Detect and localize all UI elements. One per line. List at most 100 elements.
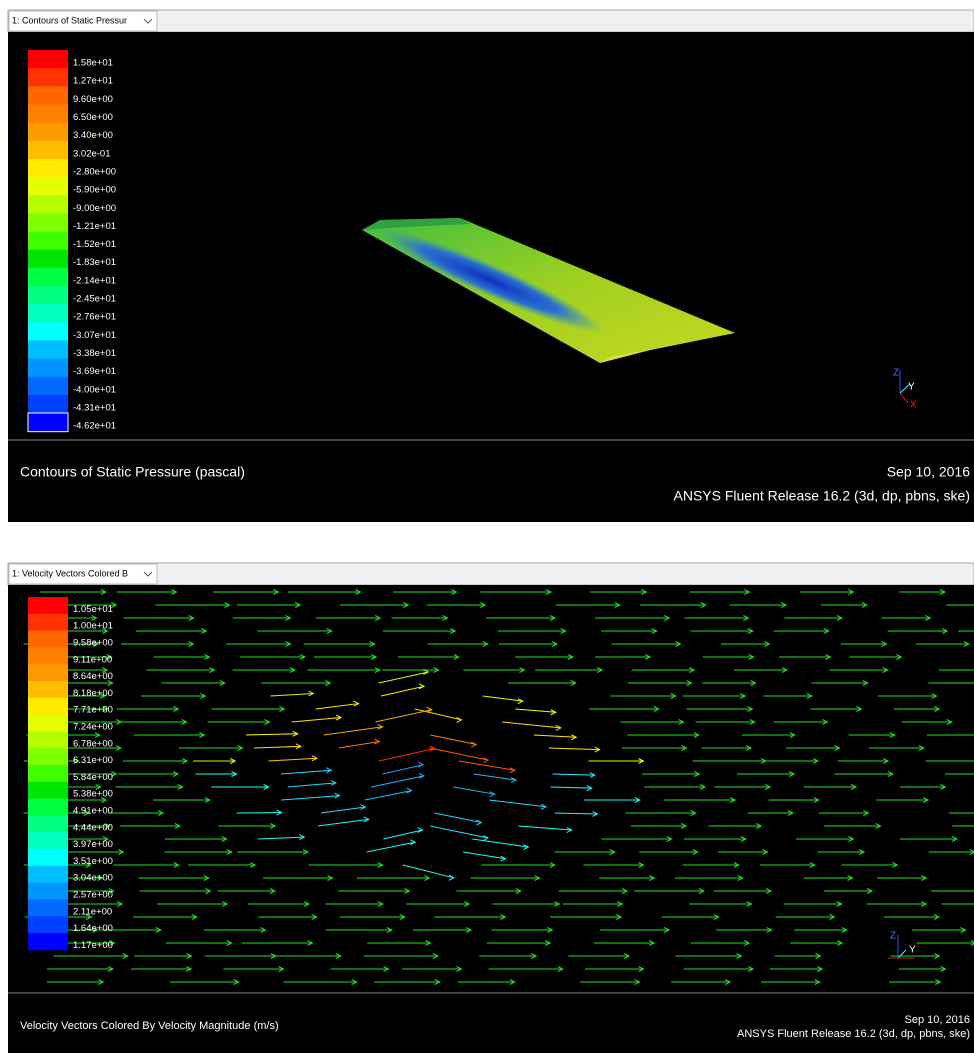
legend-swatch (28, 916, 68, 933)
axis-label: Y (908, 382, 915, 393)
legend-swatch (28, 377, 68, 396)
legend-label: -2.14e+01 (73, 275, 116, 286)
legend-swatch (28, 413, 68, 432)
legend-swatch (28, 765, 68, 782)
legend-swatch (28, 141, 68, 160)
legend-swatch (28, 899, 68, 916)
legend-label: -3.69e+01 (73, 366, 116, 377)
legend-swatch (28, 715, 68, 732)
axis-label: X (910, 400, 917, 411)
legend-swatch (28, 647, 68, 664)
legend-label: 6.50e+00 (73, 112, 113, 123)
legend-label: 9.58e+00 (73, 638, 113, 649)
axis-label: Z (890, 931, 896, 942)
legend-swatch (28, 322, 68, 341)
legend-label: -2.80e+00 (73, 166, 116, 177)
legend-label: -4.00e+01 (73, 384, 116, 395)
legend-swatch (28, 849, 68, 866)
footer-release: ANSYS Fluent Release 16.2 (3d, dp, pbns,… (737, 1028, 970, 1040)
tab-title: 1: Contours of Static Pressur (12, 15, 127, 25)
legend-label: 3.40e+00 (73, 130, 113, 141)
legend-label: 4.44e+00 (73, 822, 113, 833)
legend-swatch (28, 213, 68, 232)
legend-label: 4.91e+00 (73, 806, 113, 817)
legend-label: 9.60e+00 (73, 94, 113, 105)
legend-swatch (28, 123, 68, 142)
legend-label: 5.38e+00 (73, 789, 113, 800)
legend-label: 6.78e+00 (73, 738, 113, 749)
legend-label: 8.18e+00 (73, 688, 113, 699)
legend-swatch (28, 664, 68, 681)
legend-label: -3.38e+01 (73, 348, 116, 359)
legend-label: -2.45e+01 (73, 294, 116, 305)
legend-label: 1.27e+01 (73, 76, 113, 87)
legend-swatch (28, 883, 68, 900)
viewport (8, 585, 974, 1053)
legend-swatch (28, 159, 68, 178)
screen: 1: Contours of Static Pressur 1.58e+01 1.… (0, 0, 974, 1053)
legend-swatch (28, 614, 68, 631)
legend-label: -5.90e+00 (73, 185, 116, 196)
legend-label: 7.24e+00 (73, 722, 113, 733)
axis-label: Z (893, 368, 899, 379)
legend-label: 7.71e+00 (73, 705, 113, 716)
legend-label: -3.07e+01 (73, 330, 116, 341)
legend-swatch (28, 286, 68, 305)
legend-label: 1.17e+00 (73, 940, 113, 951)
page: 1: Contours of Static Pressur 1.58e+01 1.… (0, 0, 974, 1053)
legend-swatch (28, 50, 68, 69)
legend-label: 3.51e+00 (73, 856, 113, 867)
legend-label: -9.00e+00 (73, 203, 116, 214)
legend-label: 3.02e-01 (73, 148, 111, 159)
legend-swatch (28, 68, 68, 87)
axis-label: Y (909, 945, 916, 956)
legend-swatch (28, 597, 68, 614)
legend-swatch (28, 799, 68, 816)
legend-label: 2.57e+00 (73, 890, 113, 901)
legend-swatch (28, 748, 68, 765)
legend-swatch (28, 304, 68, 323)
legend-swatch (28, 631, 68, 648)
legend-swatch (28, 104, 68, 123)
legend-swatch (28, 250, 68, 269)
legend-label: 3.04e+00 (73, 873, 113, 884)
tab-title: 1: Velocity Vectors Colored B (12, 568, 128, 578)
legend-swatch (28, 782, 68, 799)
window-vectors: 1: Velocity Vectors Colored B 1.05e+01 1.… (8, 563, 974, 1053)
legend-swatch (28, 933, 68, 950)
legend-swatch (28, 86, 68, 105)
legend-swatch (28, 340, 68, 359)
legend-label: -4.31e+01 (73, 402, 116, 413)
legend-label: 1.00e+01 (73, 621, 113, 632)
legend-label: -1.52e+01 (73, 239, 116, 250)
legend-swatch (28, 395, 68, 414)
legend-label: 1.64e+00 (73, 923, 113, 934)
footer-title: Velocity Vectors Colored By Velocity Mag… (20, 1020, 279, 1032)
legend-swatch (28, 359, 68, 378)
legend-label: 8.64e+00 (73, 671, 113, 682)
legend-label: -4.62e+01 (73, 421, 116, 432)
footer-date: Sep 10, 2016 (905, 1014, 970, 1026)
legend-swatch (28, 681, 68, 698)
legend-label: 5.84e+00 (73, 772, 113, 783)
legend-label: 6.31e+00 (73, 755, 113, 766)
legend-swatch (28, 177, 68, 196)
legend-swatch (28, 731, 68, 748)
footer-title: Contours of Static Pressure (pascal) (20, 464, 245, 480)
legend-label: -1.21e+01 (73, 221, 116, 232)
legend-swatch (28, 195, 68, 214)
legend-swatch (28, 232, 68, 251)
legend-swatch (28, 815, 68, 832)
legend-label: 3.97e+00 (73, 839, 113, 850)
legend-label: 2.11e+00 (73, 906, 112, 917)
window-contours: 1: Contours of Static Pressur 1.58e+01 1.… (8, 10, 974, 522)
legend-swatch (28, 698, 68, 715)
legend-label: 1.58e+01 (73, 58, 113, 69)
legend-swatch (28, 866, 68, 883)
legend-label: 1.05e+01 (73, 604, 113, 615)
footer-release: ANSYS Fluent Release 16.2 (3d, dp, pbns,… (674, 488, 971, 504)
legend-swatch (28, 268, 68, 287)
legend-label: 9.11e+00 (73, 654, 112, 665)
footer-date: Sep 10, 2016 (887, 464, 971, 480)
legend-label: -2.76e+01 (73, 312, 116, 323)
